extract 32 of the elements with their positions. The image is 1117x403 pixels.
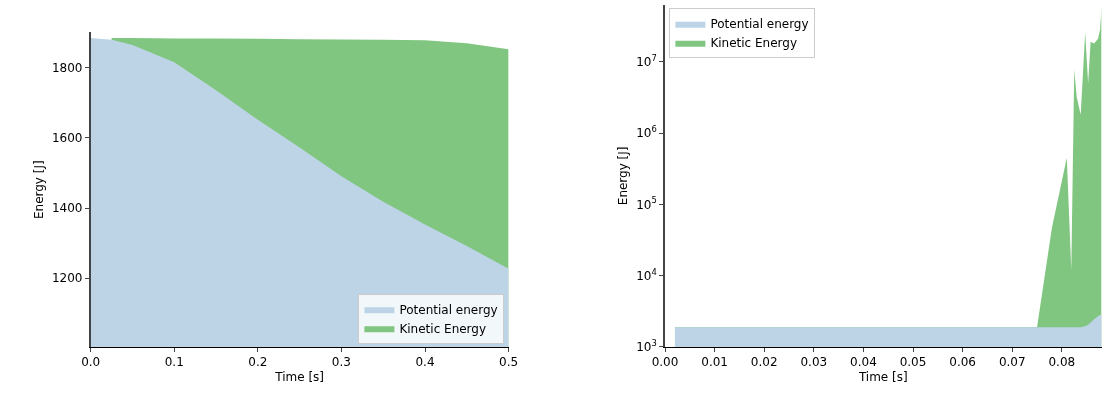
legend-label: Kinetic Energy (399, 321, 487, 336)
x-tick-label: 0.06 (949, 355, 976, 370)
y-tick-label: 10$^{4}$ (636, 266, 657, 283)
y-tick-label: 10$^{7}$ (636, 52, 657, 69)
x-tick-label: 0.08 (1048, 355, 1076, 370)
x-tick-label: 0.3 (331, 355, 351, 370)
x-tick-label: 0.03 (800, 355, 828, 370)
y-tick-label: 10$^{5}$ (636, 195, 657, 212)
y-tick-label: 1400 (51, 201, 83, 216)
y-axis-title: Energy [J] (31, 160, 46, 220)
y-axis-title: Energy [J] (616, 146, 631, 206)
y-tick-label: 1600 (51, 131, 83, 146)
x-axis-title: Time [s] (274, 370, 325, 385)
x-tick-label: 0.1 (164, 355, 184, 370)
y-tick-label: 1200 (51, 271, 83, 286)
x-axis-title: Time [s] (857, 370, 908, 385)
x-tick-label: 0.07 (998, 355, 1026, 370)
x-tick-label: 0.0 (81, 355, 101, 370)
x-tick-label: 0.05 (899, 355, 927, 370)
x-tick-label: 0.5 (499, 355, 519, 370)
legend-label: Kinetic Energy (710, 36, 798, 51)
y-tick-label: 10$^{3}$ (636, 338, 657, 355)
y-tick-label: 1800 (51, 61, 83, 76)
legend-label: Potential energy (399, 302, 498, 317)
legend-label: Potential energy (710, 17, 809, 32)
x-tick-label: 0.02 (750, 355, 778, 370)
x-tick-label: 0.2 (248, 355, 268, 370)
x-tick-label: 0.4 (415, 355, 435, 370)
x-tick-label: 0.04 (850, 355, 877, 370)
x-tick-label: 0.01 (701, 355, 728, 370)
x-tick-label: 0.00 (651, 355, 679, 370)
y-tick-label: 10$^{6}$ (636, 124, 657, 141)
